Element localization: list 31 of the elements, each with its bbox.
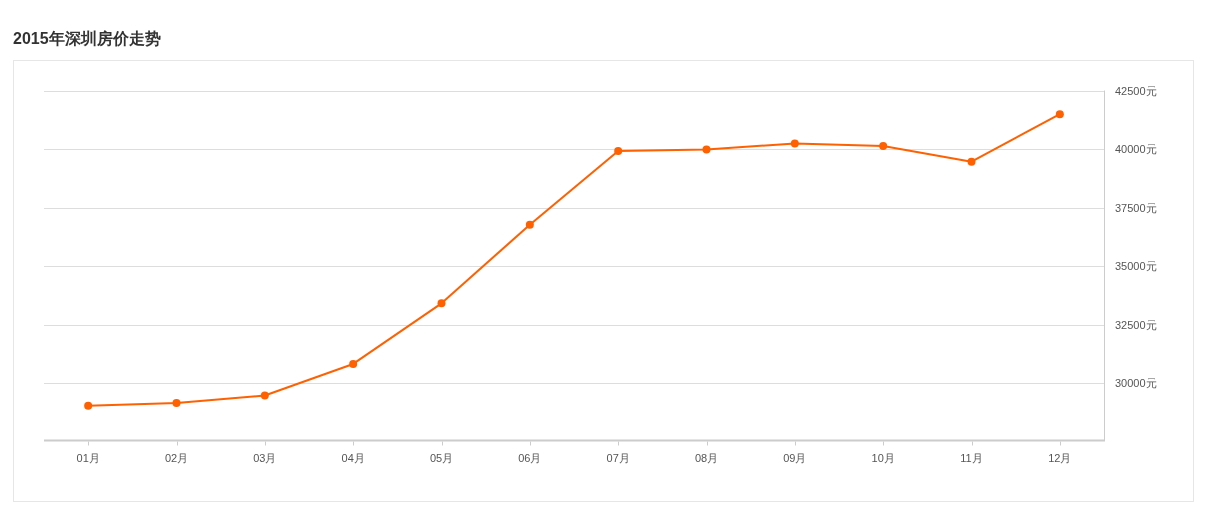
- y-tick-label: 35000元: [1115, 260, 1157, 273]
- x-tick-label: 06月: [518, 451, 542, 464]
- point: [525, 220, 534, 229]
- point: [349, 359, 358, 368]
- x-tick-label: 09月: [783, 451, 807, 464]
- point: [437, 299, 446, 308]
- point: [84, 401, 93, 410]
- point: [879, 141, 888, 150]
- x-tick-label: 01月: [76, 451, 100, 464]
- x-tick-label: 10月: [871, 451, 895, 464]
- point: [702, 145, 711, 154]
- y-tick-label: 30000元: [1115, 377, 1157, 390]
- y-tick-label: 42500元: [1115, 84, 1157, 97]
- x-tick-label: 08月: [694, 451, 719, 464]
- point: [790, 139, 799, 148]
- y-tick-label: 37500元: [1115, 201, 1157, 214]
- point: [967, 157, 976, 166]
- point: [1055, 110, 1064, 119]
- x-tick-label: 07月: [606, 451, 630, 464]
- title: 2015年深圳房价走势: [13, 30, 161, 47]
- point: [260, 391, 269, 400]
- x-tick-label: 12月: [1048, 451, 1072, 464]
- y-tick-label: 32500元: [1115, 318, 1157, 331]
- x-tick-label: 05月: [429, 451, 454, 464]
- y-tick-label: 40000元: [1115, 143, 1157, 156]
- x-tick-label: 02月: [164, 451, 189, 464]
- point: [172, 399, 181, 408]
- x-tick-label: 11月: [960, 451, 983, 464]
- point: [614, 146, 623, 155]
- x-tick-label: 03月: [253, 451, 277, 464]
- x-tick-label: 04月: [341, 451, 365, 464]
